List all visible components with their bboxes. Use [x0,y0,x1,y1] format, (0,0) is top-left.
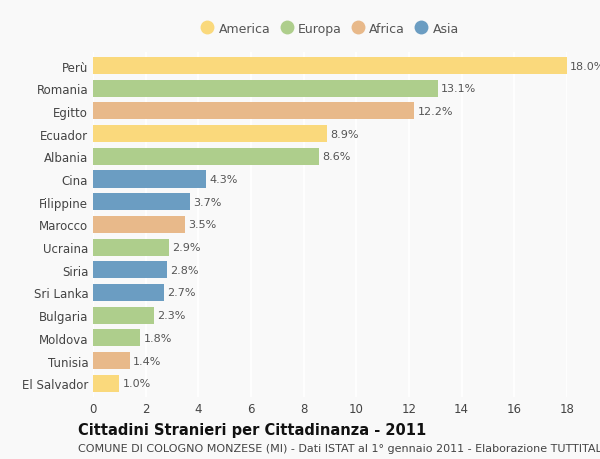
Text: 2.3%: 2.3% [157,310,185,320]
Bar [93,103,414,120]
Bar [93,262,167,279]
Bar [93,375,119,392]
Bar [93,330,140,347]
Text: 8.6%: 8.6% [323,152,351,162]
Bar [93,285,164,302]
Text: 13.1%: 13.1% [441,84,476,94]
Text: 2.8%: 2.8% [170,265,199,275]
Bar [93,216,185,234]
Bar [93,239,169,256]
Text: 1.4%: 1.4% [133,356,161,366]
Text: 18.0%: 18.0% [570,62,600,71]
Text: COMUNE DI COLOGNO MONZESE (MI) - Dati ISTAT al 1° gennaio 2011 - Elaborazione TU: COMUNE DI COLOGNO MONZESE (MI) - Dati IS… [78,443,600,453]
Bar [93,353,130,369]
Text: 4.3%: 4.3% [209,174,238,185]
Text: 8.9%: 8.9% [331,129,359,140]
Bar [93,148,319,165]
Bar [93,126,328,143]
Text: 1.8%: 1.8% [143,333,172,343]
Bar [93,58,567,75]
Text: 2.9%: 2.9% [173,242,201,252]
Bar [93,194,190,211]
Text: 1.0%: 1.0% [122,379,151,388]
Text: 3.7%: 3.7% [194,197,222,207]
Text: 2.7%: 2.7% [167,288,196,298]
Legend: America, Europa, Africa, Asia: America, Europa, Africa, Asia [197,19,463,40]
Bar [93,80,438,97]
Text: Cittadini Stranieri per Cittadinanza - 2011: Cittadini Stranieri per Cittadinanza - 2… [78,422,426,437]
Text: 3.5%: 3.5% [188,220,217,230]
Bar [93,307,154,324]
Bar [93,171,206,188]
Text: 12.2%: 12.2% [418,106,453,117]
